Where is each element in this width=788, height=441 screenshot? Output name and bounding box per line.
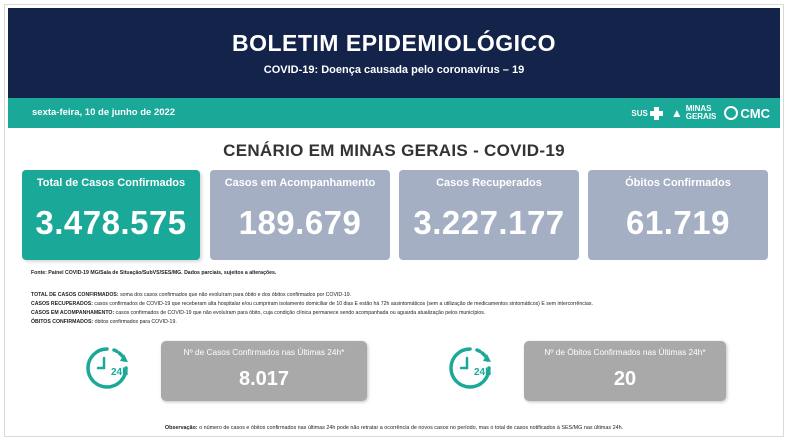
mountain-icon: ▲ (670, 106, 683, 120)
card-label: Total de Casos Confirmados (36, 177, 186, 189)
cmc-logo-text: CMC (740, 105, 770, 121)
data-source: Fonte: Painel COVID-19 MG/Sala de Situaç… (31, 270, 277, 276)
card-value: 3.227.177 (413, 204, 565, 241)
card-value: 189.679 (238, 204, 362, 241)
sus-logo: SUS (631, 106, 663, 120)
card-total-confirmed: Total de Casos Confirmados 3.478.575 (22, 170, 200, 260)
cmc-circle-icon (724, 106, 739, 120)
minas-gerais-logo: ▲ MINAS GERAIS (671, 105, 717, 121)
card-value: 61.719 (626, 204, 730, 241)
plus-icon (649, 106, 663, 120)
last-24h-label: Nº de Óbitos Confirmados nas Últimas 24h… (544, 347, 706, 357)
definition-item: CASOS RECUPERADOS: casos confirmados de … (31, 301, 593, 307)
section-title: CENÁRIO EM MINAS GERAIS - COVID-19 (223, 141, 565, 160)
svg-text:24h: 24h (111, 367, 128, 378)
svg-text:24h: 24h (474, 367, 491, 378)
last-24h-cases-box: Nº de Casos Confirmados nas Últimas 24h*… (161, 341, 367, 401)
page-title: BOLETIM EPIDEMIOLÓGICO (231, 30, 557, 56)
observation-note: Observação: o número de casos e óbitos c… (164, 425, 624, 431)
mg-logo-line-1: MINAS (685, 104, 712, 113)
definition-item: ÓBITOS CONFIRMADOS: óbitos confirmados p… (31, 319, 177, 325)
card-recovered: Casos Recuperados 3.227.177 (399, 170, 579, 260)
date-bar: sexta-feira, 10 de junho de 2022 SUS ▲ M… (8, 98, 780, 128)
last-24h-value: 20 (613, 368, 637, 390)
card-deaths: Óbitos Confirmados 61.719 (588, 170, 768, 260)
card-label: Casos Recuperados (436, 177, 542, 189)
card-in-follow-up: Casos em Acompanhamento 189.679 (210, 170, 390, 260)
report-date: sexta-feira, 10 de junho de 2022 (32, 107, 176, 118)
clock-24h-icon: 24h (84, 345, 130, 391)
card-value: 3.478.575 (35, 204, 187, 241)
card-label: Óbitos Confirmados (625, 177, 731, 189)
logo-strip: SUS ▲ MINAS GERAIS CMC (631, 103, 770, 123)
page-subtitle: COVID-19: Doença causada pelo coronavíru… (263, 64, 525, 76)
cmc-logo: CMC (724, 106, 770, 121)
last-24h-deaths-box: Nº de Óbitos Confirmados nas Últimas 24h… (524, 341, 726, 401)
definition-item: CASOS EM ACOMPANHAMENTO: casos confirmad… (31, 310, 486, 316)
bulletin-header: BOLETIM EPIDEMIOLÓGICO COVID-19: Doença … (8, 8, 780, 98)
last-24h-label: Nº de Casos Confirmados nas Últimas 24h* (183, 347, 345, 357)
card-label: Casos em Acompanhamento (224, 177, 376, 189)
page-frame (4, 4, 784, 437)
clock-24h-icon: 24h (447, 345, 493, 391)
definitions: TOTAL DE CASOS CONFIRMADOS: soma dos cas… (31, 291, 761, 327)
mg-logo-line-2: GERAIS (685, 112, 717, 121)
last-24h-value: 8.017 (238, 368, 290, 390)
definition-item: TOTAL DE CASOS CONFIRMADOS: soma dos cas… (31, 292, 352, 298)
sus-logo-text: SUS (631, 108, 648, 118)
